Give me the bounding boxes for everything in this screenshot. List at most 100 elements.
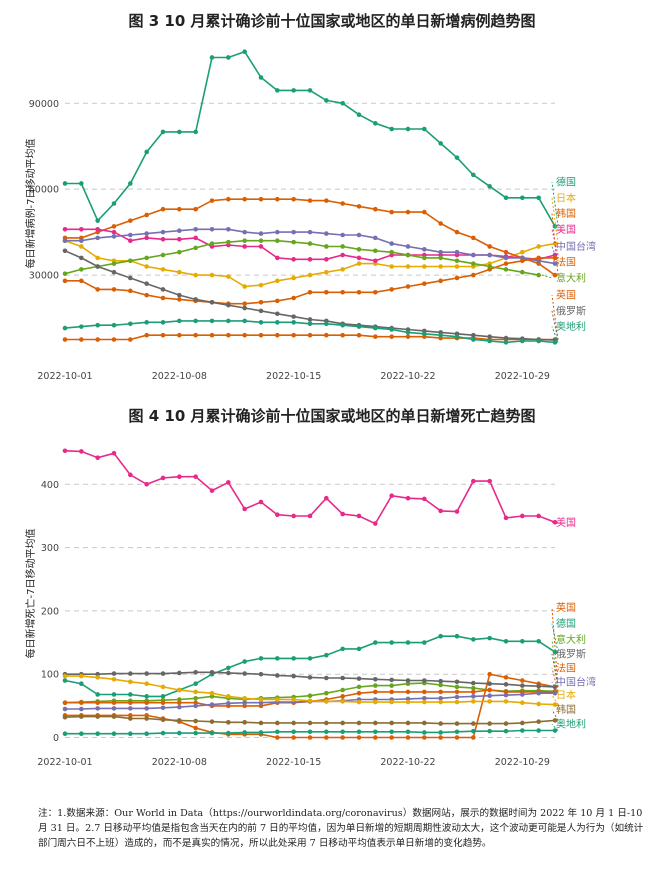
data-point	[160, 717, 166, 723]
data-point	[389, 735, 394, 740]
data-point	[487, 671, 492, 677]
data-point	[177, 474, 182, 480]
data-point	[552, 690, 558, 696]
data-point	[160, 730, 166, 736]
data-point	[389, 241, 394, 246]
data-point	[275, 238, 280, 244]
data-point	[95, 455, 100, 461]
data-point	[454, 258, 460, 264]
data-point	[356, 261, 362, 266]
data-point	[307, 332, 313, 338]
data-point	[209, 198, 215, 203]
data-point	[324, 332, 329, 338]
data-point	[258, 282, 264, 288]
data-point	[95, 287, 100, 292]
data-point	[454, 249, 460, 255]
data-point	[405, 244, 411, 249]
data-point	[503, 515, 509, 521]
data-point	[324, 652, 329, 658]
data-point	[79, 714, 84, 719]
data-point	[438, 682, 443, 688]
y-tick-label: 0	[53, 733, 59, 744]
data-point	[95, 218, 100, 223]
data-point	[128, 181, 133, 186]
data-point	[111, 201, 117, 206]
data-point	[160, 267, 166, 272]
data-point	[209, 299, 215, 305]
data-point	[144, 716, 149, 721]
data-point	[291, 88, 296, 93]
data-point	[356, 646, 362, 652]
data-point	[275, 298, 280, 304]
data-point	[454, 509, 460, 514]
series-label: 英国	[556, 289, 576, 302]
data-point	[422, 247, 427, 252]
data-point	[242, 196, 247, 202]
data-point	[389, 720, 394, 726]
data-point	[552, 255, 558, 261]
data-point	[405, 330, 411, 335]
data-point	[177, 318, 182, 324]
data-point	[275, 278, 280, 284]
data-point	[487, 338, 492, 344]
label-leader	[551, 246, 559, 264]
data-point	[340, 646, 345, 652]
data-point	[79, 731, 84, 737]
data-point	[471, 478, 476, 484]
data-point	[79, 324, 84, 329]
data-point	[226, 694, 231, 699]
data-point	[226, 302, 231, 308]
data-point	[177, 670, 182, 676]
data-point	[471, 337, 476, 342]
data-point	[209, 241, 215, 246]
data-point	[422, 209, 427, 215]
data-point	[503, 267, 509, 272]
data-point	[95, 714, 100, 719]
series-label: 日本	[556, 191, 576, 204]
data-point	[291, 513, 296, 519]
data-point	[487, 681, 492, 687]
data-point	[258, 720, 264, 726]
data-point	[471, 252, 476, 258]
data-point	[144, 292, 149, 298]
data-point	[503, 728, 509, 734]
series-label: 韩国	[556, 703, 576, 716]
data-point	[62, 448, 68, 454]
data-point	[487, 699, 492, 704]
data-point	[405, 495, 411, 501]
data-point	[471, 332, 476, 338]
data-point	[487, 693, 492, 699]
data-point	[454, 155, 460, 160]
series-label: 意大利	[556, 271, 586, 284]
data-point	[438, 699, 443, 705]
label-leader	[551, 723, 559, 731]
data-point	[520, 258, 525, 264]
data-point	[389, 640, 394, 645]
data-point	[471, 272, 476, 278]
data-point	[536, 728, 541, 733]
data-point	[324, 675, 329, 681]
data-point	[275, 255, 280, 261]
data-point	[438, 508, 443, 514]
label-leader	[551, 607, 559, 687]
data-point	[144, 681, 149, 687]
x-tick-label: 2022-10-15	[266, 371, 321, 382]
data-point	[324, 289, 329, 295]
data-point	[503, 261, 509, 266]
data-point	[503, 675, 509, 680]
data-point	[275, 735, 280, 740]
data-point	[226, 665, 231, 671]
data-point	[307, 675, 313, 680]
data-point	[79, 449, 84, 454]
data-point	[454, 735, 460, 740]
data-point	[324, 495, 329, 501]
data-point	[242, 229, 247, 235]
data-point	[520, 683, 525, 688]
data-point	[373, 334, 378, 339]
data-point	[177, 236, 182, 242]
data-point	[209, 719, 215, 724]
data-point	[389, 683, 394, 688]
data-point	[520, 720, 525, 726]
data-point	[291, 320, 296, 325]
data-point	[62, 278, 68, 284]
